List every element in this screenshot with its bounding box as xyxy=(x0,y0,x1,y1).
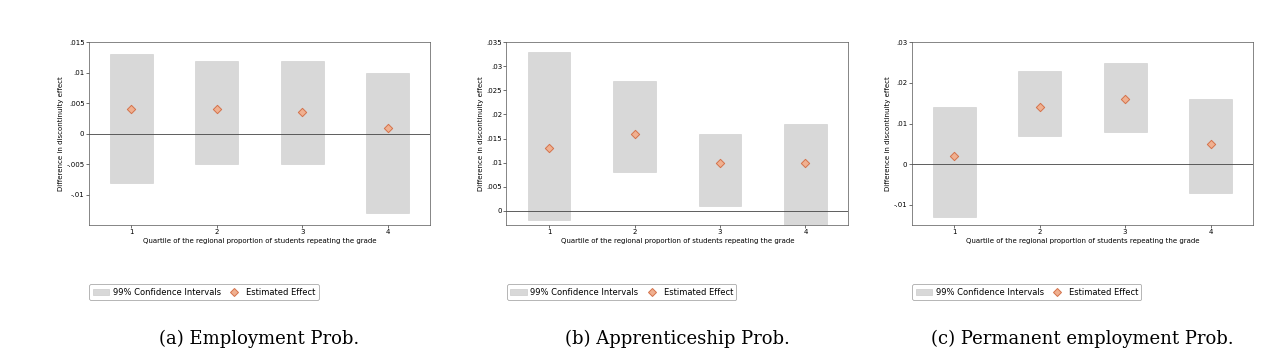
Y-axis label: Difference in discontinuity effect: Difference in discontinuity effect xyxy=(57,76,63,191)
Point xyxy=(539,145,560,151)
Bar xyxy=(366,73,409,213)
Point xyxy=(1200,141,1220,147)
Legend: 99% Confidence Intervals, Estimated Effect: 99% Confidence Intervals, Estimated Effe… xyxy=(508,284,737,300)
X-axis label: Quartile of the regional proportion of students repeating the grade: Quartile of the regional proportion of s… xyxy=(966,238,1199,244)
Point xyxy=(377,125,398,131)
Point xyxy=(795,160,815,165)
Bar xyxy=(699,134,742,206)
Bar xyxy=(1104,63,1147,132)
Legend: 99% Confidence Intervals, Estimated Effect: 99% Confidence Intervals, Estimated Effe… xyxy=(90,284,319,300)
Point xyxy=(1115,96,1136,102)
Point xyxy=(292,109,313,115)
Bar xyxy=(528,52,571,220)
Point xyxy=(206,107,227,112)
Bar xyxy=(1018,71,1061,136)
Text: (a) Employment Prob.: (a) Employment Prob. xyxy=(160,330,360,348)
Text: (c) Permanent employment Prob.: (c) Permanent employment Prob. xyxy=(931,330,1234,348)
Text: (b) Apprenticeship Prob.: (b) Apprenticeship Prob. xyxy=(565,330,790,348)
Point xyxy=(944,153,965,159)
Point xyxy=(624,131,644,137)
Legend: 99% Confidence Intervals, Estimated Effect: 99% Confidence Intervals, Estimated Effe… xyxy=(913,284,1142,300)
Point xyxy=(122,107,142,112)
Y-axis label: Difference in discontinuity effect: Difference in discontinuity effect xyxy=(885,76,891,191)
Point xyxy=(710,160,730,165)
Point xyxy=(1029,105,1050,110)
Bar xyxy=(195,61,238,164)
Bar xyxy=(1189,99,1232,193)
Bar xyxy=(613,81,656,172)
X-axis label: Quartile of the regional proportion of students repeating the grade: Quartile of the regional proportion of s… xyxy=(561,238,794,244)
Bar xyxy=(933,107,976,217)
X-axis label: Quartile of the regional proportion of students repeating the grade: Quartile of the regional proportion of s… xyxy=(143,238,376,244)
Y-axis label: Difference in discontinuity effect: Difference in discontinuity effect xyxy=(477,76,484,191)
Bar xyxy=(110,55,153,183)
Bar xyxy=(784,124,827,225)
Bar xyxy=(281,61,324,164)
